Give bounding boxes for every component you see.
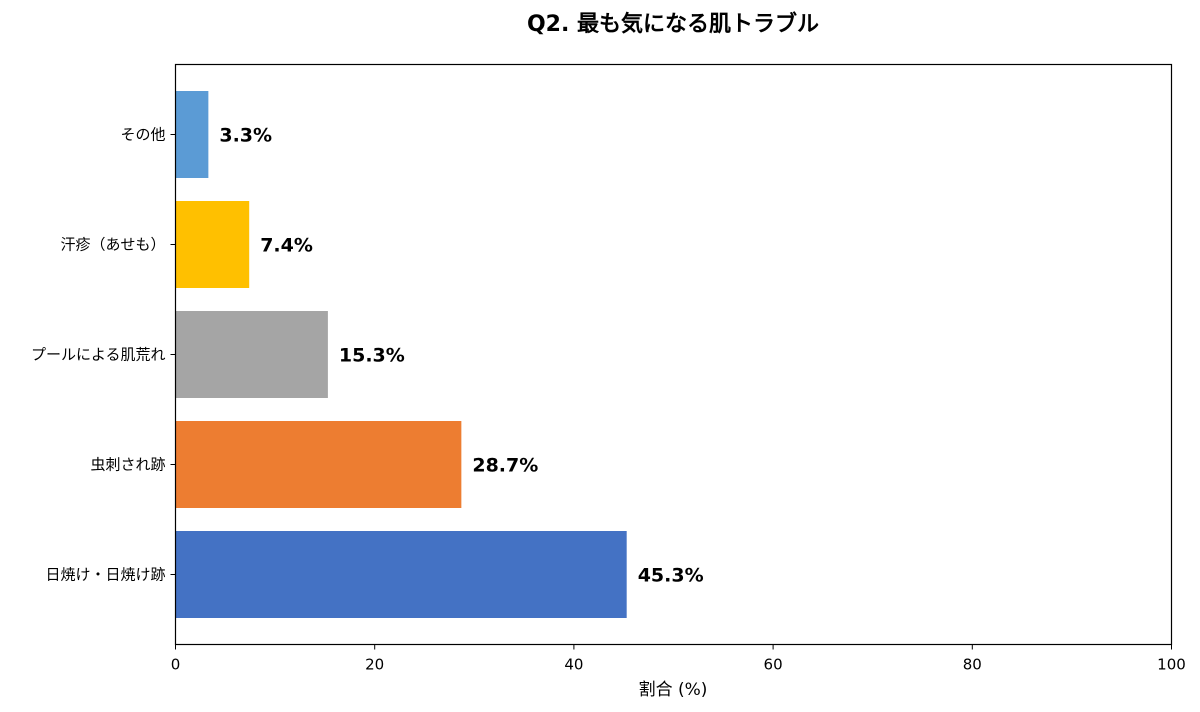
category-label-0: 日焼け・日焼け跡	[45, 566, 165, 584]
plot-frame	[174, 63, 1173, 646]
x-axis-label: 割合 (%)	[639, 680, 708, 700]
bar-1	[175, 421, 462, 508]
x-tick-label-0: 0	[171, 656, 181, 674]
value-label-2: 15.3%	[339, 345, 405, 367]
category-label-2: プールによる肌荒れ	[31, 346, 166, 364]
x-tick-label-4: 80	[963, 656, 982, 674]
x-tick-label-3: 60	[764, 656, 783, 674]
category-label-3: 汗疹（あせも）	[60, 236, 165, 254]
bar-2	[175, 311, 328, 398]
bar-3	[175, 201, 250, 288]
x-tick-label-1: 20	[365, 656, 384, 674]
value-label-0: 45.3%	[638, 565, 704, 587]
x-tick-label-5: 100	[1157, 656, 1186, 674]
bar-0	[175, 531, 627, 618]
value-label-1: 28.7%	[472, 455, 538, 477]
category-label-1: 虫刺され跡	[90, 456, 165, 474]
chart-title: Q2. 最も気になる肌トラブル	[527, 11, 819, 37]
category-labels-group: 日焼け・日焼け跡 虫刺され跡 プールによる肌荒れ 汗疹（あせも） その他	[31, 126, 176, 584]
category-label-4: その他	[120, 126, 165, 144]
x-ticks-group: 0 20 40 60 80 100	[171, 644, 1186, 674]
bar-4	[175, 91, 209, 178]
x-tick-label-2: 40	[564, 656, 583, 674]
value-label-3: 7.4%	[260, 235, 313, 257]
bars-group	[175, 91, 627, 618]
value-label-4: 3.3%	[219, 125, 272, 147]
value-labels-group: 45.3% 28.7% 15.3% 7.4% 3.3%	[219, 125, 703, 587]
